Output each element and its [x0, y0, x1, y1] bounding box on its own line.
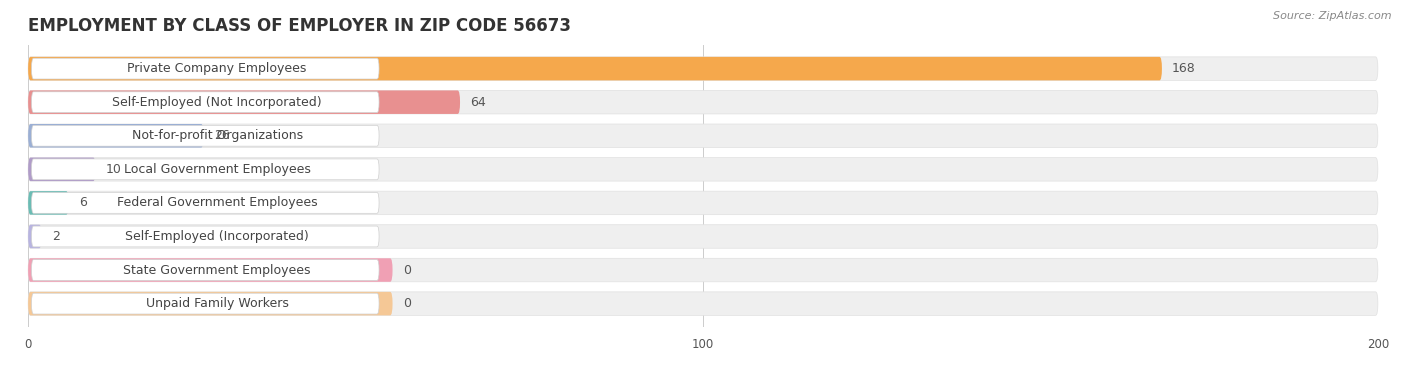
Text: 6: 6 [79, 196, 87, 209]
FancyBboxPatch shape [28, 225, 42, 248]
Text: 10: 10 [105, 163, 121, 176]
Text: Self-Employed (Not Incorporated): Self-Employed (Not Incorporated) [112, 96, 322, 109]
Text: Federal Government Employees: Federal Government Employees [117, 196, 318, 209]
Text: EMPLOYMENT BY CLASS OF EMPLOYER IN ZIP CODE 56673: EMPLOYMENT BY CLASS OF EMPLOYER IN ZIP C… [28, 17, 571, 35]
Text: Source: ZipAtlas.com: Source: ZipAtlas.com [1274, 11, 1392, 21]
FancyBboxPatch shape [28, 191, 1378, 215]
Text: State Government Employees: State Government Employees [124, 264, 311, 277]
FancyBboxPatch shape [31, 293, 380, 314]
FancyBboxPatch shape [28, 292, 392, 315]
FancyBboxPatch shape [28, 158, 96, 181]
Text: 64: 64 [470, 96, 486, 109]
FancyBboxPatch shape [28, 292, 1378, 315]
FancyBboxPatch shape [28, 57, 1161, 80]
FancyBboxPatch shape [28, 124, 204, 147]
FancyBboxPatch shape [28, 124, 1378, 147]
FancyBboxPatch shape [31, 125, 380, 146]
FancyBboxPatch shape [28, 191, 69, 215]
Text: Self-Employed (Incorporated): Self-Employed (Incorporated) [125, 230, 309, 243]
Text: 2: 2 [52, 230, 59, 243]
FancyBboxPatch shape [31, 58, 380, 79]
Text: Private Company Employees: Private Company Employees [128, 62, 307, 75]
Text: 0: 0 [402, 264, 411, 277]
Text: 26: 26 [214, 129, 229, 142]
FancyBboxPatch shape [28, 258, 1378, 282]
Text: 168: 168 [1173, 62, 1195, 75]
FancyBboxPatch shape [28, 258, 392, 282]
FancyBboxPatch shape [31, 193, 380, 213]
FancyBboxPatch shape [31, 260, 380, 280]
FancyBboxPatch shape [28, 91, 1378, 114]
FancyBboxPatch shape [28, 57, 1378, 80]
Text: 0: 0 [402, 297, 411, 310]
Text: Not-for-profit Organizations: Not-for-profit Organizations [132, 129, 302, 142]
FancyBboxPatch shape [31, 226, 380, 247]
FancyBboxPatch shape [28, 158, 1378, 181]
FancyBboxPatch shape [31, 159, 380, 180]
FancyBboxPatch shape [31, 92, 380, 112]
FancyBboxPatch shape [28, 91, 460, 114]
Text: Local Government Employees: Local Government Employees [124, 163, 311, 176]
Text: Unpaid Family Workers: Unpaid Family Workers [146, 297, 288, 310]
FancyBboxPatch shape [28, 225, 1378, 248]
